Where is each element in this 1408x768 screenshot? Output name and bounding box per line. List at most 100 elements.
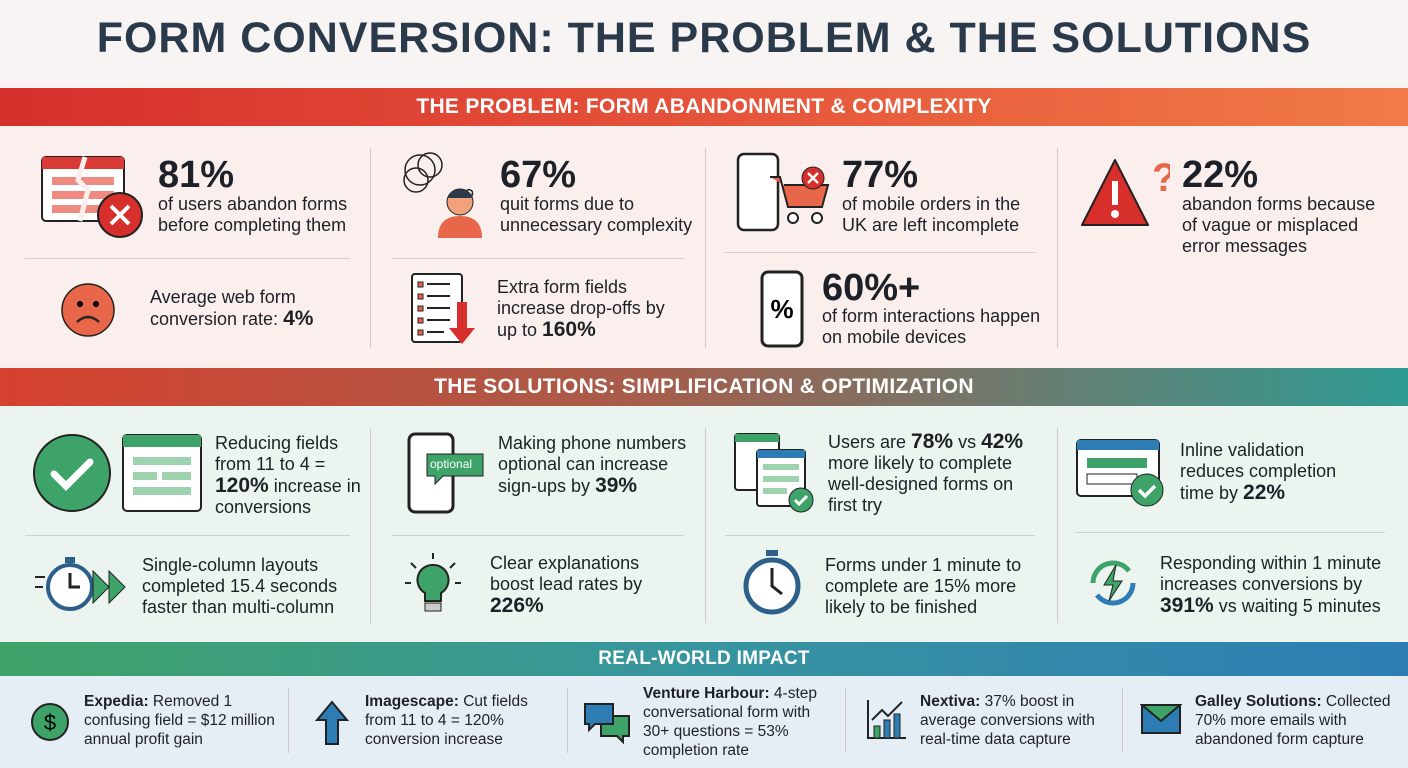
solution-text: Single-column layouts completed 15.4 sec…: [142, 555, 338, 617]
solution-value: 226%: [490, 594, 544, 617]
solution-text: Reducing fields from 11 to 4 = 120% incr…: [215, 433, 365, 518]
solution-value: 39%: [595, 474, 638, 497]
stat-text: of users abandon forms before completing…: [158, 194, 348, 235]
impact-item: Galley Solutions: Collected 70% more ema…: [1195, 692, 1395, 749]
divider: [1057, 148, 1058, 348]
impact-text: Removed 1 confusing field = $12 million …: [84, 693, 275, 748]
solution-value: 391%: [1160, 594, 1214, 617]
divider: [725, 252, 1035, 253]
solution-text: Clear explanations boost lead rates by 2…: [490, 553, 680, 617]
envelope-icon: [1140, 704, 1182, 734]
fact-text-prefix: Average web form conversion rate:: [150, 287, 296, 329]
divider: [725, 535, 1035, 536]
impact-company: Venture Harbour:: [643, 685, 770, 702]
solution-value-2: 42%: [981, 430, 1024, 453]
solution-text-prefix: Reducing fields from 11 to 4 =: [215, 433, 339, 474]
impact-item: Expedia: Removed 1 confusing field = $12…: [84, 692, 279, 749]
impact-company: Expedia:: [84, 693, 149, 710]
stat-value: 77%: [842, 154, 919, 196]
solution-text-prefix: Making phone numbers optional can increa…: [498, 433, 687, 496]
divider: [370, 148, 371, 348]
impact-text: 4-step conversational form with 30+ ques…: [643, 685, 817, 759]
stat-text: of form interactions happen on mobile de…: [822, 306, 1041, 347]
impact-company: Imagescape:: [365, 693, 459, 710]
solutions-section: [0, 406, 1408, 642]
stopwatch-fast-icon: [35, 557, 126, 611]
dollar-icon: $: [31, 703, 69, 741]
chat-bubbles-icon: [584, 703, 630, 744]
stopwatch-icon: [743, 550, 801, 615]
stat-text: of mobile orders in the UK are left inco…: [842, 194, 1021, 235]
fact-text-prefix: Extra form fields increase drop-offs by …: [497, 277, 665, 340]
stat-text: quit forms due to unnecessary complexity: [500, 194, 693, 235]
divider: [288, 688, 289, 753]
solution-value: 22%: [1243, 481, 1286, 504]
solution-text-suffix: increase in conversions: [215, 476, 361, 517]
divider: [25, 258, 350, 259]
divider: [25, 535, 350, 536]
divider: [1057, 428, 1058, 623]
solution-text: Responding within 1 minute increases con…: [1160, 553, 1390, 617]
solution-text-prefix: Responding within 1 minute increases con…: [1160, 553, 1382, 594]
impact-item: Nextiva: 37% boost in average conversion…: [920, 692, 1110, 749]
divider: [705, 148, 706, 348]
stat-value: 22%: [1182, 154, 1259, 196]
divider: [370, 428, 371, 623]
divider: [392, 258, 684, 259]
bar-chart-up-icon: [867, 700, 906, 739]
divider: [1075, 532, 1385, 533]
solution-text: Making phone numbers optional can increa…: [498, 433, 688, 497]
solutions-banner: THE SOLUTIONS: SIMPLIFICATION & OPTIMIZA…: [0, 368, 1408, 406]
fact-value: 4%: [283, 307, 314, 330]
solution-text-suffix: more likely to complete well-designed fo…: [828, 453, 1014, 515]
list-down-arrow-icon: [411, 273, 475, 344]
stat-value: 67%: [500, 154, 577, 196]
confused-person-icon: [403, 152, 482, 238]
stat-value: 60%+: [822, 267, 921, 309]
impact-item: Imagescape: Cut fields from 11 to 4 = 12…: [365, 692, 555, 749]
impact-banner: REAL-WORLD IMPACT: [0, 642, 1408, 676]
broken-form-error-icon: [41, 156, 143, 238]
phone-optional-icon: [407, 432, 484, 514]
solution-value: 120%: [215, 474, 269, 497]
divider: [1122, 688, 1123, 753]
phone-percent-icon: %: [760, 270, 804, 348]
impact-text: 37% boost in average conversions with re…: [920, 693, 1095, 748]
inline-validation-icon: [1076, 439, 1164, 507]
impact-item: Venture Harbour: 4-step conversational f…: [643, 684, 838, 760]
solution-text: Inline validation reduces completion tim…: [1180, 440, 1360, 504]
refresh-bolt-icon: [1090, 560, 1136, 606]
impact-company: Galley Solutions:: [1195, 693, 1322, 710]
checkmark-form-icon: [33, 434, 202, 512]
fact-text: Extra form fields increase drop-offs by …: [497, 277, 687, 341]
fact-text: Average web form conversion rate: 4%: [150, 287, 350, 330]
problem-banner: THE PROBLEM: FORM ABANDONMENT & COMPLEXI…: [0, 88, 1408, 126]
sad-face-icon: [61, 283, 115, 337]
optional-badge: optional: [430, 457, 473, 471]
stat-value: 81%: [158, 154, 235, 196]
impact-text: Cut fields from 11 to 4 = 120% conversio…: [365, 693, 528, 748]
divider: [567, 688, 568, 753]
solution-value: 78%: [911, 430, 954, 453]
solution-text: Users are 78% vs 42% more likely to comp…: [828, 431, 1038, 516]
forms-check-icon: [734, 433, 814, 513]
lightbulb-icon: [405, 553, 461, 612]
problem-section: [0, 126, 1408, 368]
impact-text: Collected 70% more emails with abandoned…: [1195, 693, 1391, 748]
stat-text: abandon forms because of vague or mispla…: [1182, 194, 1376, 256]
solution-text-mid: vs: [953, 432, 982, 452]
svg-text:$: $: [44, 710, 56, 735]
svg-text:%: %: [770, 294, 793, 324]
up-arrow-icon: [315, 700, 349, 745]
solution-text-prefix: Users are: [828, 432, 912, 452]
solution-text-suffix: vs waiting 5 minutes: [1213, 596, 1381, 616]
divider: [845, 688, 846, 753]
solution-text: Forms under 1 minute to complete are 15%…: [825, 555, 1022, 617]
solution-text-prefix: Clear explanations boost lead rates by: [490, 553, 643, 594]
impact-company: Nextiva:: [920, 693, 981, 710]
divider: [705, 428, 706, 623]
svg-text:?: ?: [1152, 156, 1170, 200]
mobile-cart-error-icon: [736, 152, 830, 232]
fact-value: 160%: [542, 318, 596, 341]
page-title: FORM CONVERSION: THE PROBLEM & THE SOLUT…: [96, 14, 1312, 62]
